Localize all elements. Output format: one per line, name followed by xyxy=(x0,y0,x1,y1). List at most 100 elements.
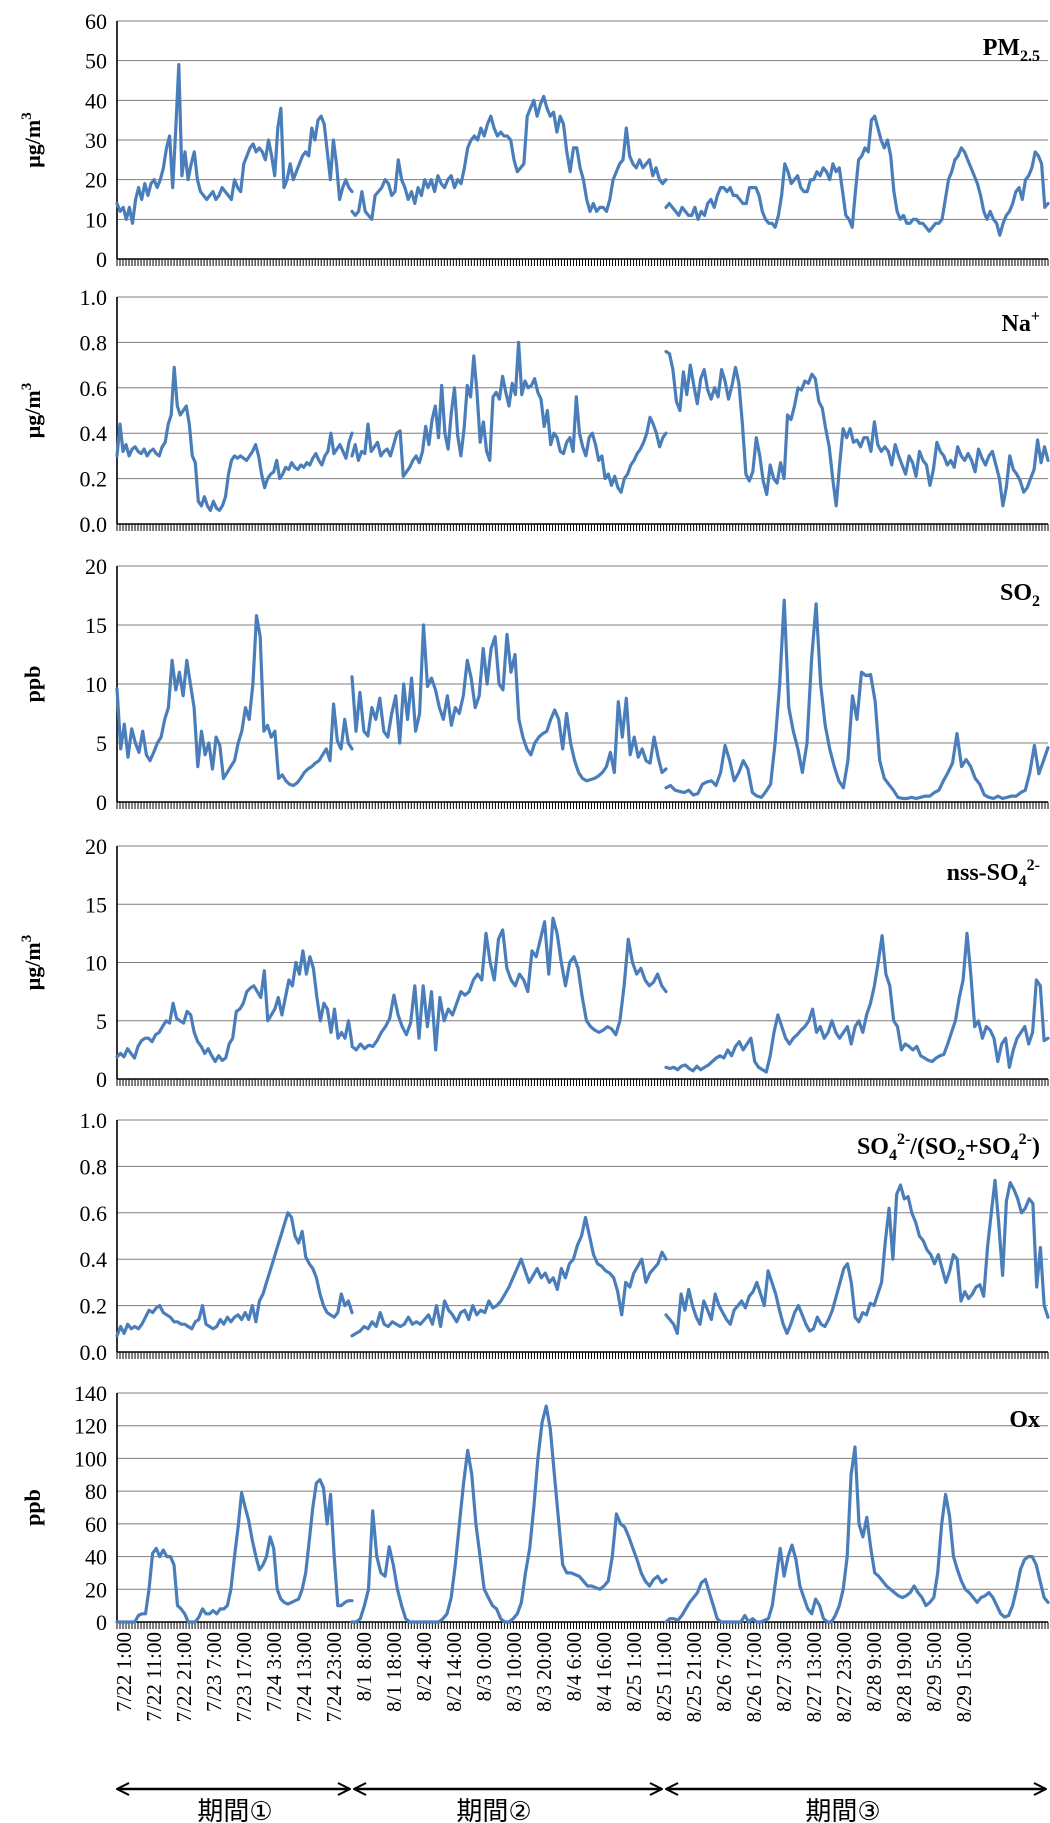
period-label: 期間① xyxy=(197,1797,272,1823)
y-tick-label: 0 xyxy=(96,790,107,815)
period-label: 期間③ xyxy=(805,1797,880,1823)
x-tick-label: 8/1 8:00 xyxy=(352,1632,376,1701)
y-tick-label: 60 xyxy=(85,1512,107,1537)
x-tick-label: 8/3 10:00 xyxy=(502,1632,526,1712)
panel-title-part: 2- xyxy=(1019,1131,1032,1148)
panels: 0102030405060PM2.5μg/m30.00.20.40.60.81.… xyxy=(19,9,1050,1635)
y-tick-label: 0.8 xyxy=(80,330,108,355)
x-tick-label: 8/3 0:00 xyxy=(472,1632,496,1701)
series-line-period-1 xyxy=(115,613,354,788)
y-tick-label: 10 xyxy=(85,207,107,232)
panel-title: SO2 xyxy=(1000,580,1040,610)
y-tick-label: 0.6 xyxy=(80,376,108,401)
panel-1: 0 10 20 30 40 50 60 PM2.5 μg/m3 xyxy=(19,9,1050,272)
y-axis-label: μg/m3 xyxy=(19,112,45,167)
x-tick-label: 8/26 17:00 xyxy=(742,1632,766,1722)
panel-title-part: 4 xyxy=(889,1147,897,1164)
series-line-period-3 xyxy=(664,1178,1050,1336)
panel-4: 0 5 10 15 20 nss-SO42- μg/m3 xyxy=(19,834,1050,1092)
y-tick-label: 20 xyxy=(85,834,107,859)
y-tick-label: 0 xyxy=(96,247,107,272)
y-tick-label: 100 xyxy=(74,1446,107,1471)
x-axis: 7/22 1:00 7/22 11:00 7/22 21:00 7/23 7:00 7/… xyxy=(112,1632,976,1722)
series-line-period-2 xyxy=(350,1404,668,1624)
x-tick-label: 8/26 7:00 xyxy=(712,1632,736,1712)
series-line-period-3 xyxy=(664,598,1050,801)
panel-title-part: /(SO xyxy=(909,1134,957,1160)
y-axis-label-sup: 3 xyxy=(19,935,35,943)
panel-title: Na+ xyxy=(1002,308,1040,337)
panel-title-sub: 4 xyxy=(1019,873,1027,890)
x-tick-label: 7/24 13:00 xyxy=(292,1632,316,1722)
y-tick-label: 40 xyxy=(85,88,107,113)
x-tick-label: 8/25 11:00 xyxy=(652,1632,676,1722)
panel-title-main: nss-SO xyxy=(947,860,1019,886)
y-tick-label: 10 xyxy=(85,951,107,976)
period-label: 期間② xyxy=(456,1797,531,1823)
series-line-period-3 xyxy=(664,114,1050,237)
panel-title: SO42-/(SO2+SO42-) xyxy=(857,1131,1040,1164)
x-tick-label: 7/23 17:00 xyxy=(232,1632,256,1722)
y-tick-label: 0.8 xyxy=(80,1154,108,1179)
y-axis-label-sup: 3 xyxy=(19,112,35,120)
panel-title-main: PM xyxy=(983,35,1020,61)
y-axis-label-sup: 3 xyxy=(19,383,35,391)
x-tick-label: 8/28 19:00 xyxy=(892,1632,916,1722)
x-tick-label: 8/27 23:00 xyxy=(832,1632,856,1722)
series-line-period-2 xyxy=(350,340,668,494)
y-tick-label: 0.4 xyxy=(80,1247,108,1272)
panel-title-part: 4 xyxy=(1011,1147,1019,1164)
x-tick-label: 8/4 16:00 xyxy=(592,1632,616,1712)
y-axis-label-main: μg/m xyxy=(20,390,45,438)
series-line-period-1 xyxy=(115,62,354,225)
y-tick-label: 5 xyxy=(96,731,107,756)
x-tick-label: 7/23 7:00 xyxy=(202,1632,226,1712)
panel-title-part: 2 xyxy=(957,1147,965,1164)
series-line-period-2 xyxy=(350,916,668,1052)
x-tick-label: 8/3 20:00 xyxy=(532,1632,556,1712)
series-line-period-3 xyxy=(664,349,1050,508)
panel-title-part: ) xyxy=(1032,1134,1040,1160)
panel-title-sub: 2.5 xyxy=(1020,48,1040,65)
x-tick-label: 8/27 13:00 xyxy=(802,1632,826,1722)
y-tick-label: 0.6 xyxy=(80,1201,108,1226)
x-tick-label: 8/28 9:00 xyxy=(862,1632,886,1712)
y-axis-label-main: ppb xyxy=(20,666,45,703)
y-tick-label: 10 xyxy=(85,672,107,697)
y-tick-label: 15 xyxy=(85,892,107,917)
x-minor-ticks xyxy=(116,1622,1049,1629)
x-tick-label: 8/2 14:00 xyxy=(442,1632,466,1712)
y-tick-label: 5 xyxy=(96,1009,107,1034)
x-tick-label: 8/1 18:00 xyxy=(382,1632,406,1712)
panel-title: Ox xyxy=(1009,1407,1040,1433)
x-minor-ticks xyxy=(116,1352,1049,1359)
panel-title: PM2.5 xyxy=(983,35,1040,65)
y-tick-label: 30 xyxy=(85,128,107,153)
y-tick-label: 60 xyxy=(85,9,107,34)
y-tick-label: 40 xyxy=(85,1545,107,1570)
panel-3: 0 5 10 15 20 SO2 ppb xyxy=(20,554,1050,815)
x-tick-label: 7/24 23:00 xyxy=(322,1632,346,1722)
x-tick-label: 7/22 11:00 xyxy=(142,1632,166,1722)
y-tick-label: 20 xyxy=(85,1577,107,1602)
series-line-period-3 xyxy=(664,931,1050,1074)
y-tick-label: 0.0 xyxy=(80,1340,108,1365)
x-minor-ticks xyxy=(116,1079,1049,1086)
series-line-period-1 xyxy=(115,365,354,512)
panel-title-part: SO xyxy=(857,1134,889,1160)
y-tick-label: 0 xyxy=(96,1610,107,1635)
y-axis-label: μg/m3 xyxy=(19,383,45,438)
series-line-period-1 xyxy=(115,1478,354,1624)
panel-title-main: SO xyxy=(1000,580,1032,606)
x-tick-label: 8/29 5:00 xyxy=(922,1632,946,1712)
y-tick-label: 20 xyxy=(85,554,107,579)
panel-6: 0 20 40 60 80 100 120 140 Ox ppb xyxy=(20,1381,1050,1635)
y-axis-label: ppb xyxy=(20,666,45,703)
panel-title-main: Ox xyxy=(1009,1407,1040,1433)
y-axis-label: μg/m3 xyxy=(19,935,45,990)
panel-title-sub: 2 xyxy=(1032,593,1040,610)
period-bar: 期間① 期間② 期間③ xyxy=(117,1789,1046,1823)
y-tick-label: 0.4 xyxy=(80,421,108,446)
y-tick-label: 0 xyxy=(96,1067,107,1092)
